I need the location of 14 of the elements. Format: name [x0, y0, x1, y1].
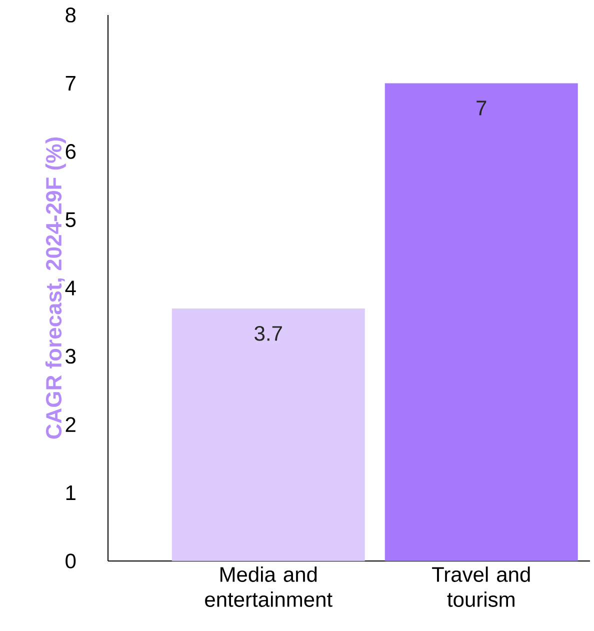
data-label: 3.7: [254, 326, 282, 341]
y-tick-label: 6: [66, 144, 76, 159]
y-tick-label: 8: [66, 8, 76, 22]
y-tick-label: 4: [65, 280, 76, 296]
y-tick-label: 2: [66, 417, 76, 432]
y-tick-label: 7: [66, 76, 76, 90]
x-tick-label: Media and entertainment: [205, 566, 332, 607]
x-tick-label: Travel and tourism: [432, 566, 530, 607]
data-label: 7: [476, 100, 486, 116]
y-axis-title: CAGR forecast, 2024-29F (%): [45, 138, 66, 439]
y-tick-label: 1: [66, 486, 76, 500]
y-tick-label: 3: [66, 348, 76, 364]
y-tick-label: 5: [66, 212, 76, 228]
y-tick-label: 0: [66, 554, 76, 568]
